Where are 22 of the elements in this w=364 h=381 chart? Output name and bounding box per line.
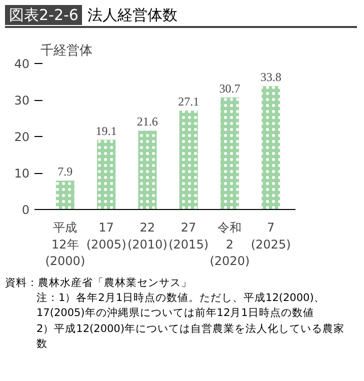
y-axis-title: 千経営体: [40, 44, 92, 58]
data-label: 21.6: [136, 114, 158, 129]
y-tick-label: 40: [14, 57, 30, 71]
x-tick-label: 22 (2010): [127, 220, 168, 252]
x-tick-label: 7 (2025): [250, 220, 291, 252]
y-tick-label: 0: [22, 203, 30, 217]
data-label: 19.1: [96, 124, 117, 138]
chart-title: 図表2-2-6 法人経営体数: [8, 5, 178, 25]
text: 注：1）各年2月1日時点の数値。ただし、平成12(2000)、17(2005)年の沖縄県については前年12月1日時点の数値: [36, 291, 326, 322]
data-label: 33.8: [260, 70, 282, 84]
text: 2）平成12(2000)年については自営農業を法人化している農家数: [36, 322, 345, 352]
x-tick-label: 平成 12年 (2000): [45, 220, 86, 268]
data-label: 30.7: [219, 81, 240, 96]
x-tick-label: 27 (2015): [168, 220, 209, 252]
data-label: 7.9: [58, 164, 73, 179]
text: 資料：農林水産省「農林業センサス」: [5, 276, 193, 291]
x-tick-label: 17 (2005): [86, 220, 126, 252]
y-tick-label: 10: [14, 166, 30, 180]
data-label: 27.1: [178, 94, 200, 109]
y-tick-label: 20: [14, 130, 30, 144]
y-tick-label: 30: [14, 94, 30, 108]
x-tick-label: 令和 2 (2020): [210, 220, 250, 268]
